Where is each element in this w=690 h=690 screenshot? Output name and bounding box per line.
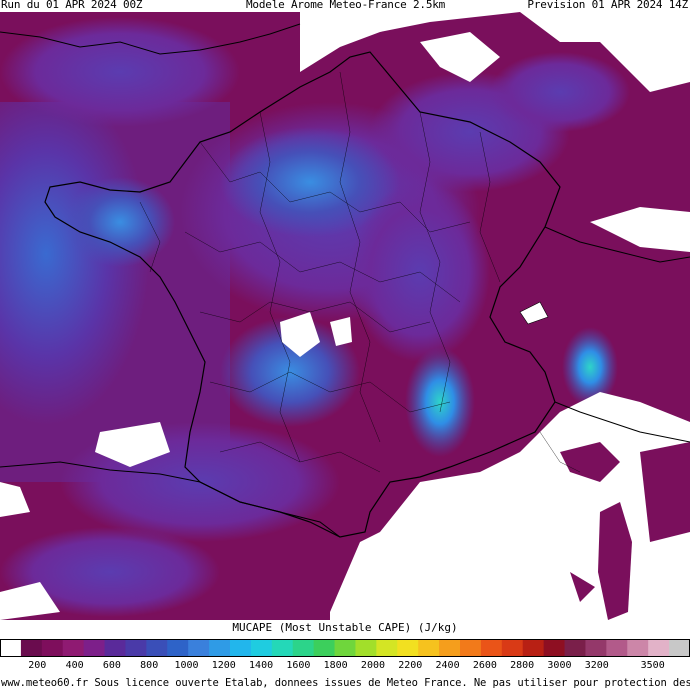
- color-scale-swatch: [355, 639, 377, 657]
- color-scale-swatch: [543, 639, 566, 657]
- color-scale-swatch: [669, 639, 690, 657]
- color-scale-tick-label: 2000: [360, 660, 386, 671]
- color-scale-tick-label: 3000: [547, 660, 572, 671]
- field-blob: [562, 327, 618, 407]
- color-scale-tick-label: 3500: [640, 660, 665, 671]
- field-patches: [560, 442, 690, 620]
- color-scale-swatch: [648, 639, 670, 657]
- color-scale-swatch: [20, 639, 43, 657]
- france-coastline: [44, 51, 561, 538]
- color-scale-swatch: [271, 639, 294, 657]
- run-time-label: Run du 01 APR 2024 00Z: [1, 0, 143, 11]
- color-scale-swatch: [418, 639, 440, 657]
- lake-geneva: [519, 301, 549, 325]
- color-scale-tick-label: 400: [65, 660, 84, 671]
- color-scale-tick-label: 200: [28, 660, 47, 671]
- color-scale-swatch: [62, 639, 85, 657]
- color-scale-labels: 200 400 600 800 1000 1200 1400 1600 1800 2000 2200…: [0, 660, 690, 674]
- color-scale-swatch: [480, 639, 503, 657]
- field-blob: [405, 347, 475, 457]
- color-scale-swatch: [83, 639, 106, 657]
- color-scale-tick-label: 3200: [584, 660, 609, 671]
- color-scale-swatch: [230, 639, 252, 657]
- department-borders: [139, 71, 581, 473]
- map-header: Run du 01 APR 2024 00Z Modele Arome Mete…: [0, 0, 690, 12]
- color-scale-tick-label: 2800: [510, 660, 535, 671]
- color-scale-swatch: [397, 639, 419, 657]
- atlantic-field: [0, 102, 230, 482]
- italy-border: [544, 226, 690, 443]
- color-scale-swatch: [209, 639, 231, 657]
- weather-map[interactable]: [0, 12, 690, 620]
- spain-border: [0, 461, 341, 538]
- color-scale-swatch: [146, 639, 168, 657]
- field-blob: [65, 177, 175, 267]
- color-scale-tick-label: 800: [140, 660, 159, 671]
- field-blob: [0, 17, 240, 127]
- color-scale-swatch: [564, 639, 587, 657]
- color-scale-swatch: [188, 639, 210, 657]
- color-scale-swatch: [606, 639, 628, 657]
- footer-credit: www.meteo60.fr Sous licence ouverte Etal…: [1, 677, 690, 689]
- color-scale-swatch: [167, 639, 189, 657]
- color-scale-swatch: [376, 639, 398, 657]
- color-scale-swatch: [522, 639, 545, 657]
- uk-coastline: [0, 23, 301, 55]
- color-scale-swatch: [125, 639, 147, 657]
- color-scale-swatch: [0, 639, 22, 657]
- color-scale-svg: [0, 639, 690, 657]
- field-blob: [220, 127, 400, 237]
- color-scale-tick-label: 1200: [211, 660, 236, 671]
- color-scale-swatch: [41, 639, 64, 657]
- color-scale-swatch: [334, 639, 357, 657]
- color-scale-swatch: [292, 639, 315, 657]
- color-scale-swatch: [104, 639, 127, 657]
- color-scale-tick-label: 1800: [323, 660, 348, 671]
- color-scale-swatch: [250, 639, 273, 657]
- color-scale-bar: [0, 639, 690, 657]
- color-scale-swatch: [439, 639, 461, 657]
- field-blob: [0, 527, 220, 617]
- color-scale-swatch: [585, 639, 607, 657]
- forecast-time-label: Prevision 01 APR 2024 14Z: [527, 0, 688, 11]
- color-scale-swatch: [627, 639, 649, 657]
- legend-title: MUCAPE (Most Unstable CAPE) (J/kg): [232, 621, 458, 634]
- color-scale-swatch: [460, 639, 482, 657]
- mucape-field-map: [0, 12, 690, 620]
- color-scale-tick-label: 1600: [286, 660, 311, 671]
- color-scale-tick-label: 2400: [435, 660, 460, 671]
- color-scale-tick-label: 2600: [472, 660, 497, 671]
- color-scale-swatch: [313, 639, 336, 657]
- color-scale-tick-label: 1000: [174, 660, 199, 671]
- color-scale-tick-label: 2200: [398, 660, 423, 671]
- model-name-label: Modele Arome Meteo-France 2.5km: [246, 0, 446, 11]
- field-blob: [490, 52, 630, 132]
- color-scale-tick-label: 1400: [249, 660, 274, 671]
- color-scale-swatch: [501, 639, 524, 657]
- color-scale-tick-label: 600: [102, 660, 121, 671]
